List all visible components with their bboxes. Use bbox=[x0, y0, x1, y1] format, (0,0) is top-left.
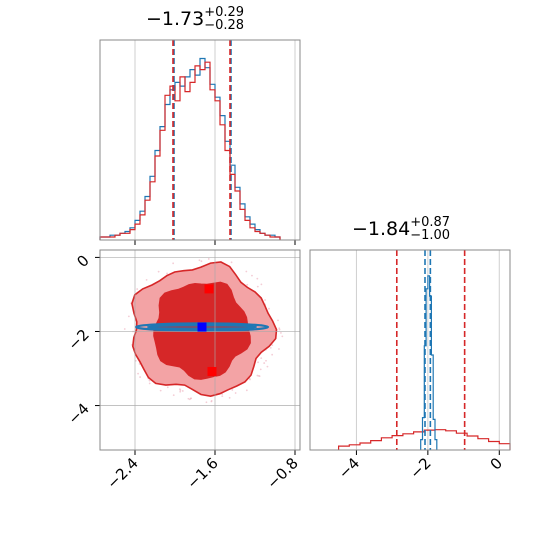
marker-3 bbox=[207, 366, 217, 376]
sample-point bbox=[265, 359, 267, 362]
panel-1 bbox=[99, 40, 296, 245]
x-tick-label: −2.4 bbox=[103, 454, 141, 492]
histogram-series-1 bbox=[99, 57, 281, 240]
x-tick-label: −2 bbox=[406, 454, 434, 482]
sample-point bbox=[271, 353, 274, 356]
sample-point bbox=[145, 278, 148, 281]
title-2-minus: −1.00 bbox=[410, 228, 451, 243]
sample-point bbox=[263, 362, 266, 364]
sample-point bbox=[266, 365, 269, 368]
sample-point bbox=[198, 259, 201, 262]
sample-point bbox=[259, 368, 262, 371]
sample-point bbox=[260, 357, 263, 359]
sample-point bbox=[230, 261, 233, 264]
sample-point bbox=[157, 270, 160, 273]
x-tick-label: −0.8 bbox=[263, 454, 301, 492]
sample-point bbox=[159, 389, 162, 392]
sample-point bbox=[228, 396, 231, 399]
sample-point bbox=[207, 258, 210, 260]
x-tick-label: −4 bbox=[335, 454, 363, 482]
sample-point bbox=[187, 397, 190, 400]
sample-point bbox=[148, 382, 151, 385]
sample-point bbox=[139, 376, 142, 378]
y-tick-label: −4 bbox=[64, 400, 92, 428]
sample-point bbox=[179, 389, 182, 392]
panel-3-frame bbox=[309, 249, 511, 451]
sample-point bbox=[245, 270, 248, 273]
title-1-value: −1.73 bbox=[146, 8, 205, 30]
histogram-series-2 bbox=[99, 61, 281, 240]
sample-point bbox=[249, 378, 251, 381]
sample-point bbox=[148, 379, 151, 382]
sample-point bbox=[269, 346, 272, 349]
title-2-plus: +0.87 bbox=[410, 215, 451, 230]
panel-1-frame bbox=[99, 39, 301, 241]
y-tick-label: 0 bbox=[73, 252, 92, 271]
marker-2 bbox=[197, 322, 207, 332]
sample-point bbox=[278, 348, 280, 350]
sample-point bbox=[210, 400, 213, 403]
sample-point bbox=[245, 389, 248, 392]
panel-2-plot-area bbox=[100, 250, 300, 450]
sample-point bbox=[181, 390, 184, 392]
x-tick-label: 0 bbox=[487, 454, 506, 473]
sample-point bbox=[264, 299, 266, 301]
title-1-minus: −0.28 bbox=[204, 18, 245, 33]
sample-point bbox=[166, 386, 169, 389]
sample-point bbox=[172, 394, 175, 397]
sample-point bbox=[137, 372, 139, 375]
sample-point bbox=[271, 344, 274, 346]
sample-point bbox=[205, 401, 208, 404]
sample-point bbox=[258, 375, 261, 378]
sample-point bbox=[268, 307, 270, 310]
sample-point bbox=[281, 335, 284, 338]
title-1-plus: +0.29 bbox=[204, 5, 245, 20]
sample-point bbox=[256, 285, 259, 288]
title-panel-1: −1.73 +0.29 −0.28 bbox=[146, 6, 244, 32]
title-panel-2: −1.84 +0.87 −1.00 bbox=[352, 216, 450, 242]
sample-point bbox=[179, 390, 182, 393]
sample-point bbox=[136, 288, 139, 290]
sample-point bbox=[246, 283, 249, 286]
sample-point bbox=[200, 260, 203, 263]
panel-2-frame bbox=[99, 249, 301, 451]
sample-point bbox=[260, 283, 263, 286]
sample-point bbox=[188, 398, 191, 401]
panel-3: −4 −2 0 bbox=[335, 250, 511, 482]
sample-point bbox=[251, 274, 253, 277]
sample-point bbox=[123, 328, 126, 330]
title-2-value: −1.84 bbox=[352, 218, 411, 240]
sample-point bbox=[234, 392, 237, 394]
x-tick-label: −1.6 bbox=[183, 454, 221, 492]
sample-point bbox=[221, 395, 224, 398]
y-tick-label: −2 bbox=[64, 326, 92, 354]
sample-point bbox=[257, 361, 259, 364]
sample-point bbox=[256, 374, 259, 377]
sample-point bbox=[280, 332, 282, 334]
sample-point bbox=[231, 389, 234, 391]
sample-point bbox=[166, 272, 168, 275]
sample-point bbox=[127, 315, 130, 318]
sample-point bbox=[277, 319, 279, 322]
sample-point bbox=[172, 262, 175, 265]
sample-point bbox=[256, 277, 259, 280]
marker-1 bbox=[204, 284, 214, 294]
histogram-series-blue bbox=[420, 275, 438, 450]
sample-point bbox=[278, 327, 281, 330]
